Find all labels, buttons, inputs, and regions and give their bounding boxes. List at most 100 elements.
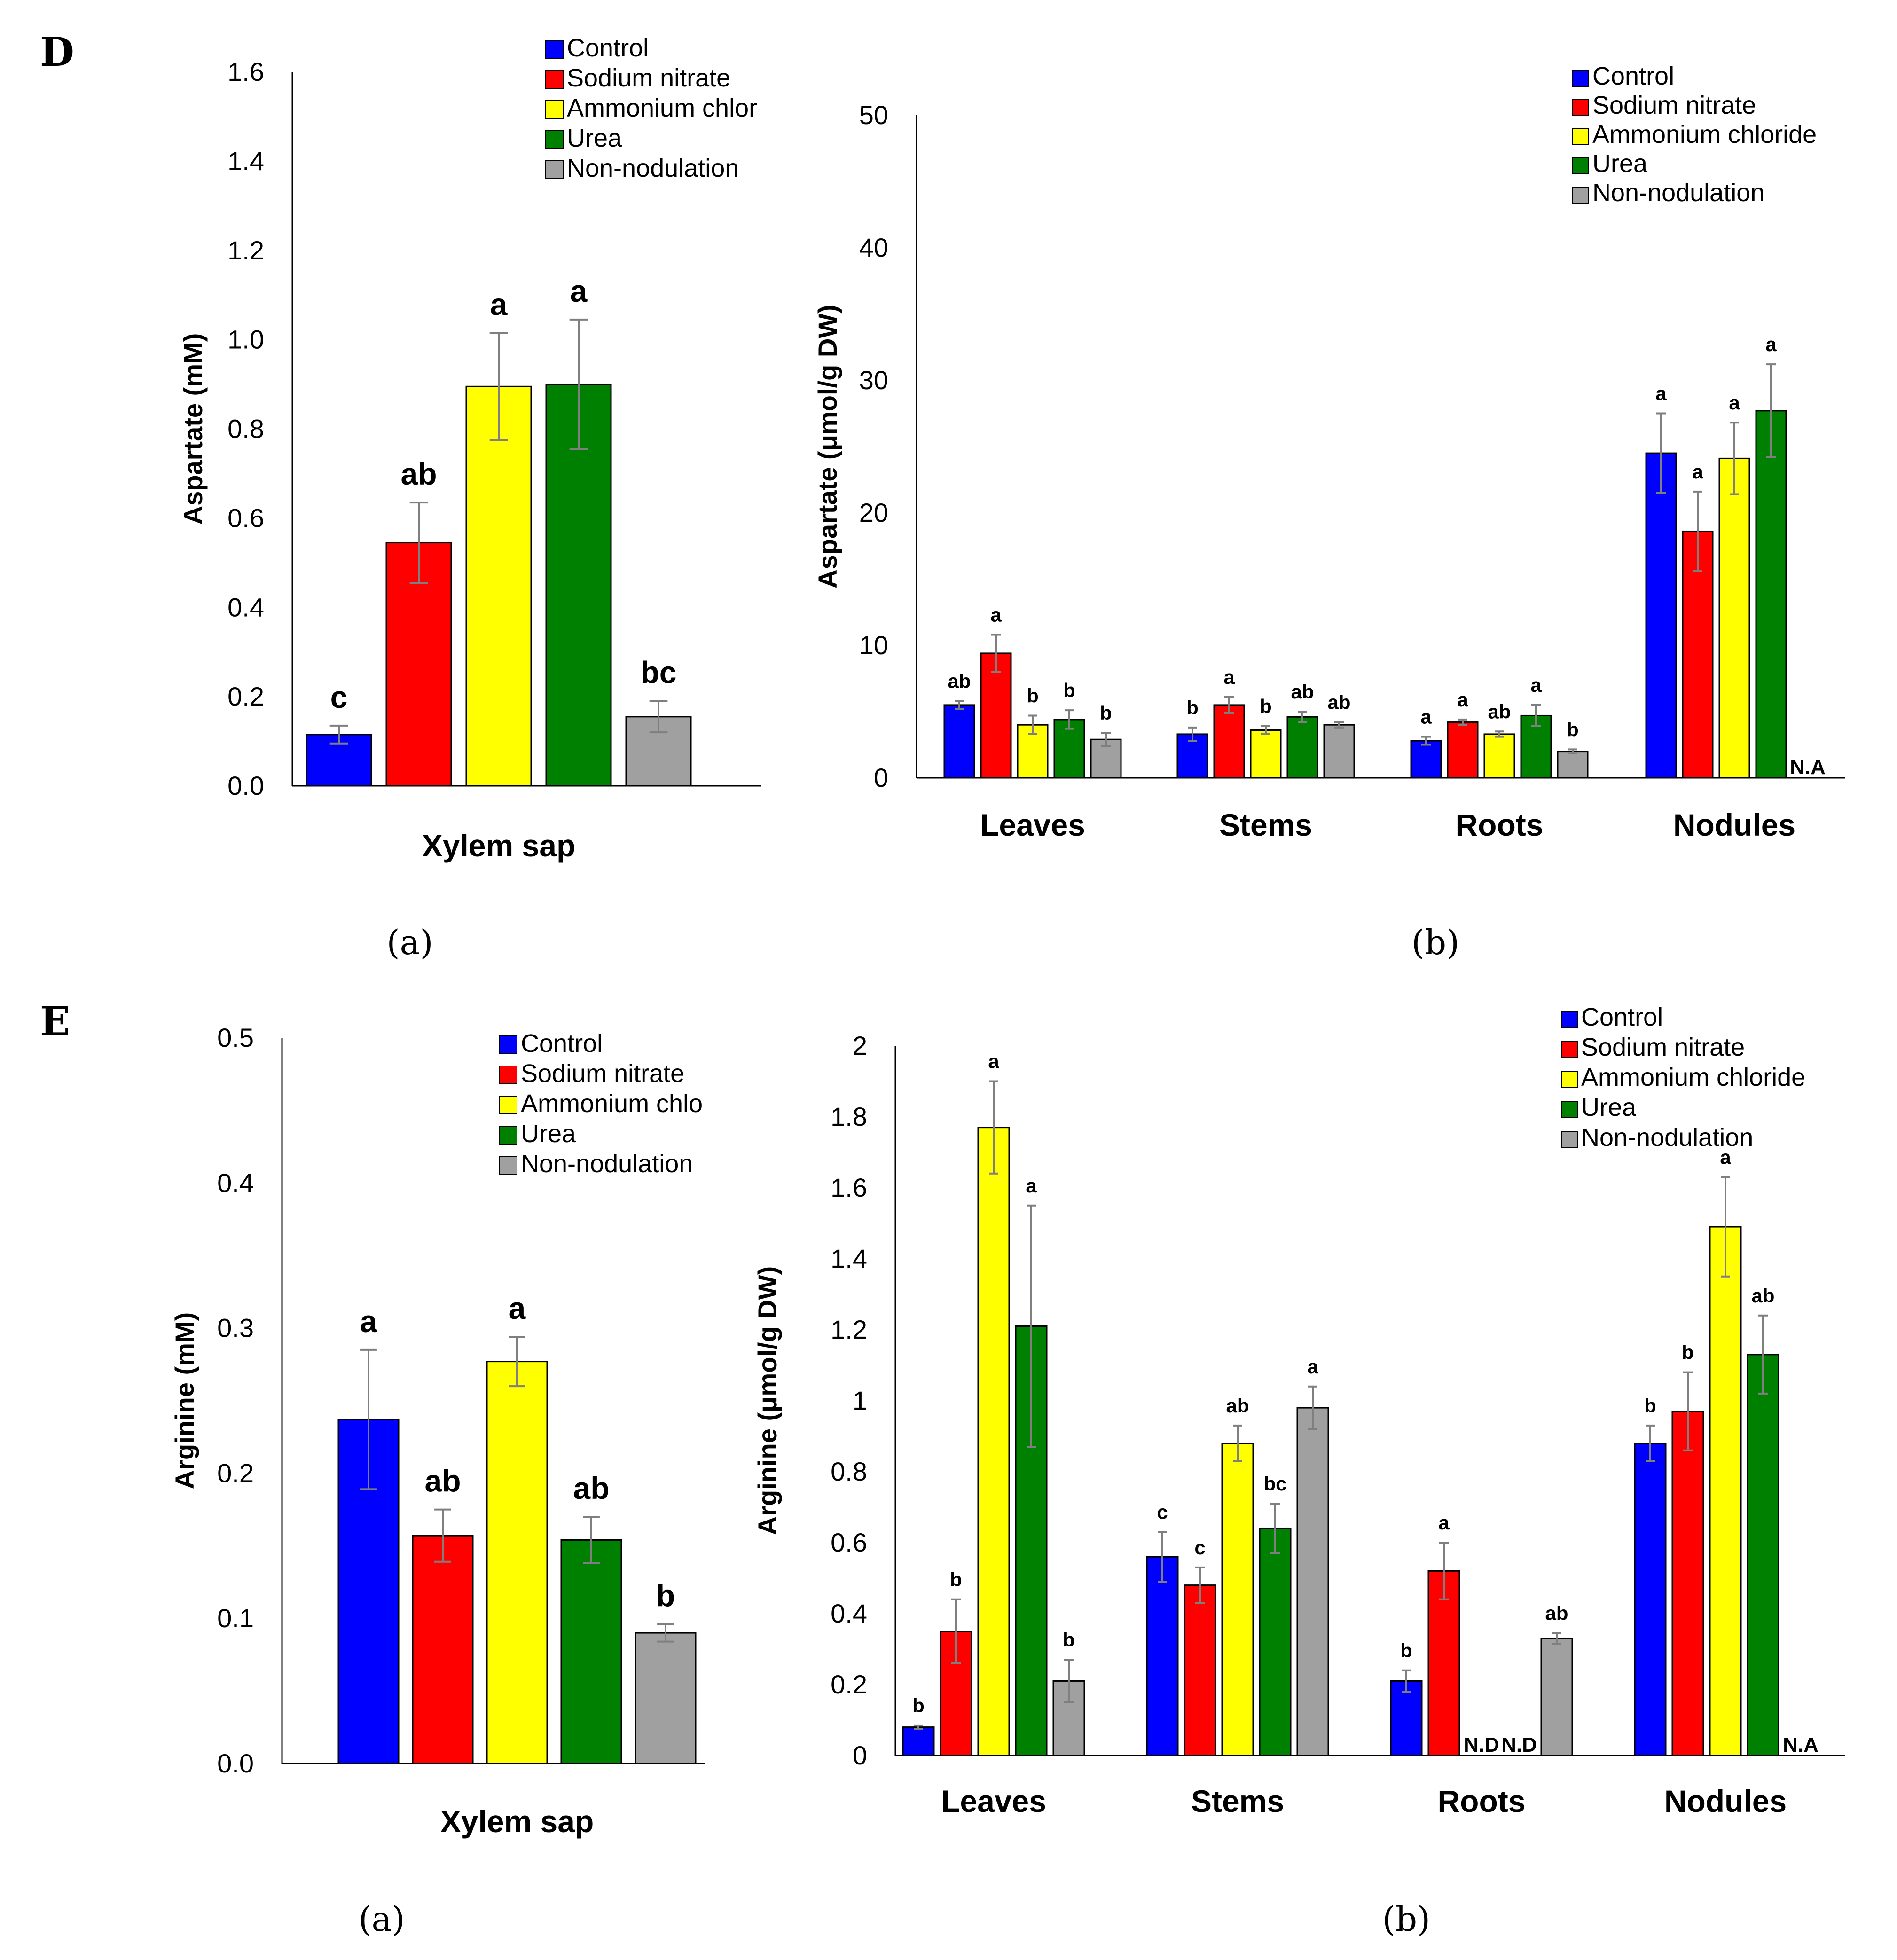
y-tick-label: 10 <box>859 630 888 660</box>
legend-label-ammonium-chloride: Ammonium chlo <box>521 1090 703 1118</box>
significance-label: b <box>1400 1639 1412 1662</box>
bar-stems-control <box>1146 1556 1179 1756</box>
legend-label-urea: Urea <box>1592 149 1648 178</box>
subplot-label-e-b: (b) <box>1382 1899 1430 1939</box>
legend-swatch-urea <box>1572 157 1589 174</box>
significance-label: bc <box>640 655 676 690</box>
y-tick-label: 0.4 <box>227 592 264 622</box>
legend-swatch-urea <box>499 1126 517 1145</box>
significance-label: c <box>1194 1537 1205 1559</box>
bar-roots-ammonium-chloride <box>1483 733 1515 779</box>
chart-d-a: 0.0 0.2 0.4 0.6 0.8 1.0 1.2 1.4 1.6 Aspartate (mM… <box>178 34 761 863</box>
significance-label: c <box>330 680 348 714</box>
legend-label-sodium-nitrate: Sodium nitrate <box>521 1059 684 1088</box>
legend-swatch-ammonium-chloride <box>499 1096 517 1114</box>
legend-swatch-control <box>1572 70 1589 87</box>
significance-label: a <box>570 274 588 308</box>
significance-label: a <box>509 1291 526 1325</box>
significance-label: ab <box>1751 1285 1774 1307</box>
y-tick-label: 0.5 <box>217 1023 254 1052</box>
significance-label: a <box>1026 1175 1037 1197</box>
bar-xylem-sap-ammonium-chloride <box>465 385 532 787</box>
legend-swatch-control <box>545 40 564 59</box>
category-label-stems: Stems <box>1191 1784 1284 1819</box>
legend-swatch-non-nodulation <box>499 1156 517 1175</box>
legend-label-non-nodulation: Non-nodulation <box>1581 1123 1753 1152</box>
bar-stems-ammonium-chloride <box>1221 1443 1254 1756</box>
significance-label: ab <box>573 1471 609 1505</box>
y-tick-label: 0.6 <box>227 503 264 533</box>
subplot-label-d-b: (b) <box>1411 923 1459 962</box>
legend-label-control: Control <box>521 1029 603 1058</box>
chart-e-a: 0.0 0.1 0.2 0.3 0.4 0.5 Arginine (mM) Xylem sap… <box>170 1023 705 1839</box>
y-tick-label: 0 <box>853 1740 867 1770</box>
significance-label: a <box>990 604 1002 626</box>
y-tick-label: 50 <box>859 100 888 130</box>
y-tick-label: 1.4 <box>831 1244 867 1273</box>
y-tick-label: 2 <box>853 1031 867 1060</box>
bar-nodules-sodium-nitrate <box>1671 1411 1704 1756</box>
bar-roots-non-nodulation <box>1557 751 1589 779</box>
y-tick-label: 0.0 <box>227 771 264 800</box>
bar-nodules-ammonium-chloride <box>1709 1226 1742 1756</box>
y-tick-label: 1.6 <box>227 57 264 86</box>
bar-stems-sodium-nitrate <box>1213 704 1245 779</box>
legend-swatch-non-nodulation <box>1572 187 1589 204</box>
y-tick-label: 0.1 <box>217 1603 254 1633</box>
significance-label: ab <box>424 1464 461 1498</box>
significance-label: a <box>988 1051 999 1073</box>
legend-label-control: Control <box>1592 62 1674 90</box>
significance-label: b <box>1063 679 1075 701</box>
bar-stems-sodium-nitrate <box>1184 1584 1216 1756</box>
bar-roots-control <box>1410 740 1442 779</box>
y-tick-label: 0.6 <box>831 1528 867 1557</box>
legend-label-ammonium-chloride: Ammonium chloride <box>1581 1063 1805 1091</box>
y-tick-label: 1.0 <box>227 325 264 354</box>
significance-label: b <box>1027 684 1039 706</box>
y-tick-label: 0.8 <box>227 414 264 444</box>
legend-label-control: Control <box>1581 1003 1663 1031</box>
significance-label: b <box>1644 1395 1656 1417</box>
y-tick-label: 1.2 <box>227 235 264 265</box>
y-tick-label: 40 <box>859 233 888 262</box>
significance-label: b <box>1100 702 1112 724</box>
legend-swatch-ammonium-chloride <box>1572 128 1589 145</box>
legend-swatch-sodium-nitrate <box>1561 1041 1578 1058</box>
category-label-leaves: Leaves <box>941 1784 1046 1819</box>
y-tick-label: 0 <box>874 763 888 792</box>
significance-label: a <box>1420 706 1432 728</box>
legend-label-ammonium-chloride: Ammonium chloride <box>1592 120 1817 149</box>
significance-label: b <box>1567 718 1579 740</box>
annotation-n-a: N.A <box>1790 756 1826 779</box>
x-axis-label: Xylem sap <box>440 1804 594 1839</box>
category-label-roots: Roots <box>1456 808 1544 842</box>
bar-stems-ammonium-chloride <box>1250 729 1282 779</box>
category-label-leaves: Leaves <box>980 808 1085 842</box>
y-tick-label: 0.3 <box>217 1313 254 1343</box>
significance-label: a <box>1720 1146 1731 1168</box>
y-tick-label: 0.2 <box>227 682 264 711</box>
bar-roots-sodium-nitrate <box>1447 721 1479 779</box>
legend-label-ammonium-chloride: Ammonium chlor <box>567 94 757 122</box>
y-tick-label: 1.6 <box>831 1173 867 1202</box>
bar-roots-non-nodulation <box>1540 1638 1573 1756</box>
bar-xylem-sap-non-nodulation <box>635 1632 697 1764</box>
legend-label-sodium-nitrate: Sodium nitrate <box>1592 91 1756 119</box>
bar-leaves-control <box>902 1726 935 1756</box>
legend-swatch-sodium-nitrate <box>545 70 564 89</box>
y-axis-label: Arginine (mM) <box>170 1312 199 1489</box>
legend-label-sodium-nitrate: Sodium nitrate <box>567 64 730 92</box>
significance-label: b <box>656 1578 675 1613</box>
y-tick-label: 0.2 <box>217 1458 254 1488</box>
significance-label: a <box>1765 333 1777 355</box>
bar-roots-sodium-nitrate <box>1427 1570 1460 1756</box>
legend-swatch-control <box>499 1035 517 1054</box>
legend-label-non-nodulation: Non-nodulation <box>521 1150 693 1178</box>
legend-swatch-non-nodulation <box>1561 1131 1578 1148</box>
significance-label: ab <box>948 670 971 692</box>
category-label-stems: Stems <box>1219 808 1312 842</box>
bar-stems-urea <box>1259 1528 1292 1756</box>
y-axis-label: Aspartate (mM) <box>178 333 208 525</box>
bar-xylem-sap-urea <box>560 1539 622 1764</box>
significance-label: ab <box>1226 1395 1249 1417</box>
